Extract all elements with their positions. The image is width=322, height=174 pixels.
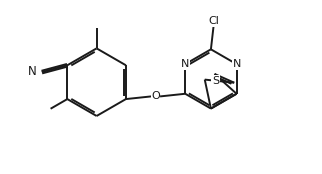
Text: N: N xyxy=(28,65,37,78)
Text: Cl: Cl xyxy=(208,16,219,26)
Text: S: S xyxy=(212,76,219,86)
Text: N: N xyxy=(181,59,189,69)
Text: O: O xyxy=(151,91,160,101)
Text: N: N xyxy=(232,59,241,69)
